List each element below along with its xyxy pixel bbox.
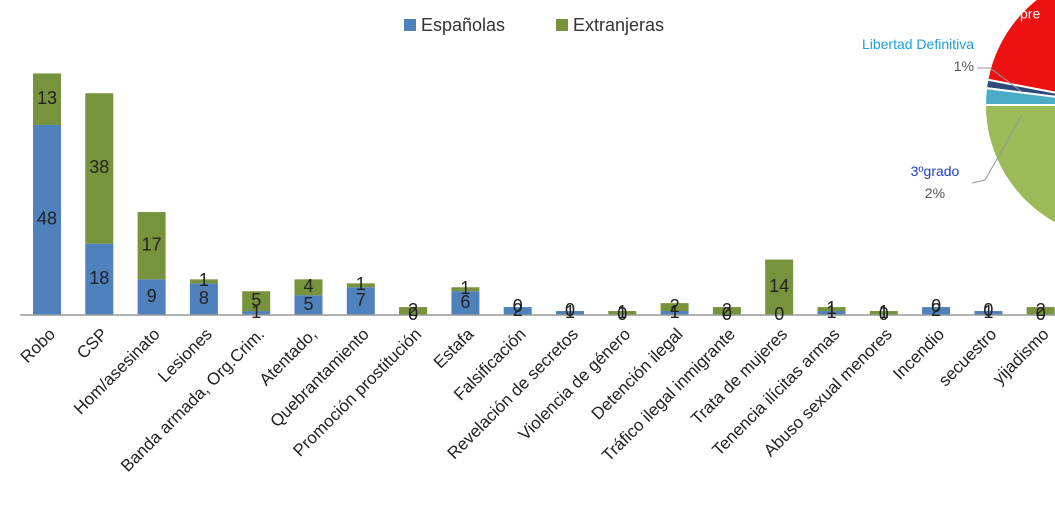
bar-segment	[556, 311, 584, 315]
bar-segment	[294, 295, 323, 315]
legend-swatch	[556, 19, 568, 31]
data-label: 0	[408, 304, 418, 324]
bar-segment	[85, 243, 114, 315]
bar-segment	[294, 279, 323, 296]
pie-label: 3ºgrado 2%	[895, 160, 975, 204]
data-label: 0	[617, 304, 627, 324]
bar-segment	[451, 287, 480, 292]
bar-segment	[33, 124, 61, 315]
pie-label: Libertad Definitiva 1%	[860, 33, 974, 77]
data-label: 1	[460, 278, 470, 298]
data-label: 5	[251, 290, 261, 310]
bar-segment	[346, 287, 375, 315]
data-label: 2	[513, 300, 523, 320]
pie-category: Libertad Definitiva	[861, 36, 974, 52]
bar-segment	[660, 303, 689, 312]
bar-segment	[817, 311, 846, 315]
bar-segment	[242, 311, 271, 315]
data-label: 1	[251, 302, 261, 322]
data-label: 2	[670, 296, 680, 316]
x-tick-label: Quebrantamiento	[266, 325, 372, 431]
data-label: 1	[617, 302, 627, 322]
bar-segment	[399, 307, 428, 315]
bar-segment	[137, 212, 166, 280]
bar-segment	[869, 311, 898, 315]
legend-label: Españolas	[421, 15, 505, 35]
data-label: 0	[1036, 304, 1046, 324]
data-label: 1	[879, 302, 889, 322]
pie-slice	[983, 104, 1055, 225]
bar-segment	[712, 307, 741, 315]
data-label: 1	[356, 274, 366, 294]
data-label: 2	[1036, 300, 1046, 320]
legend-swatch	[404, 19, 416, 31]
legend-label: Extranjeras	[573, 15, 664, 35]
data-label: 2	[722, 300, 732, 320]
leader-line	[971, 114, 1023, 184]
bar-segment	[189, 283, 218, 315]
data-label: 1	[983, 302, 993, 322]
data-label: 2	[931, 300, 941, 320]
bar-segment	[137, 279, 166, 315]
data-label: 4	[303, 276, 313, 296]
x-tick-label: Robo	[17, 325, 59, 367]
bar-segment	[451, 291, 480, 315]
data-label: 9	[147, 286, 157, 306]
bar-segment	[608, 311, 637, 315]
data-label: 2	[408, 300, 418, 320]
pie-value-label: 1%	[953, 58, 974, 74]
data-label: 48	[37, 209, 57, 229]
x-tick-label: yijadismo	[989, 325, 1053, 389]
pie-category: 3ºgrado	[910, 163, 960, 179]
data-label: 38	[89, 157, 109, 177]
data-label: 1	[199, 270, 209, 290]
data-label: 1	[565, 302, 575, 322]
bar-segment	[1026, 307, 1055, 315]
bar-segment	[242, 291, 271, 312]
bar-segment	[660, 311, 689, 315]
data-label: 8	[199, 288, 209, 308]
data-label: 1	[826, 298, 836, 318]
bar-segment	[817, 307, 846, 312]
pie-label: pre	[1020, 6, 1040, 22]
pie-value-label: 2%	[924, 185, 946, 201]
bar-segment	[346, 283, 375, 288]
data-label: 5	[303, 294, 313, 314]
data-label: 0	[565, 300, 575, 320]
x-tick-label: secuestro	[935, 325, 1001, 391]
data-label: 13	[37, 88, 57, 108]
data-label: 0	[722, 304, 732, 324]
x-tick-label: Detención ilegal	[588, 325, 687, 424]
data-label: 0	[879, 304, 889, 324]
data-label: 1	[826, 302, 836, 322]
bar-segment	[922, 307, 951, 315]
pie-slice	[986, 0, 1055, 94]
bar-segment	[85, 93, 114, 244]
data-label: 0	[931, 296, 941, 316]
bar-segment	[974, 311, 1003, 315]
data-label: 7	[356, 290, 366, 310]
data-label: 14	[769, 276, 789, 296]
data-label: 0	[983, 300, 993, 320]
data-label: 1	[670, 302, 680, 322]
bar-segment	[189, 279, 218, 284]
bar-segment	[503, 307, 532, 315]
bar-segment	[765, 259, 794, 315]
x-tick-label: Trata de mujeres	[687, 325, 791, 429]
x-tick-label: CSP	[73, 325, 111, 363]
data-label: 17	[142, 234, 162, 254]
data-label: 0	[513, 296, 523, 316]
data-label: 6	[460, 292, 470, 312]
bar-segment	[33, 73, 61, 125]
data-label: 18	[89, 268, 109, 288]
leader-line	[977, 67, 1023, 93]
data-label: 0	[774, 304, 784, 324]
x-tick-label: Estafa	[430, 324, 478, 372]
